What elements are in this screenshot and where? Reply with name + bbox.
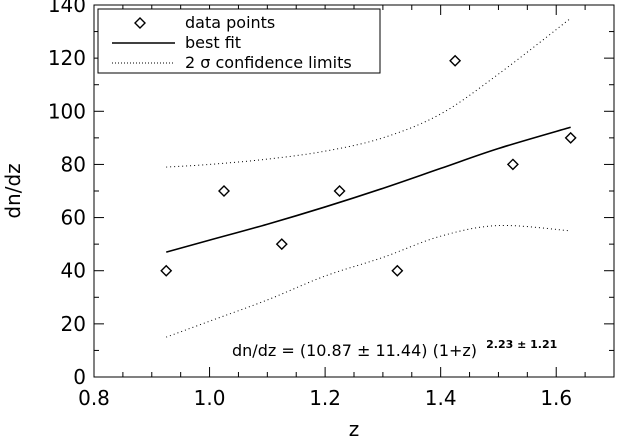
- upper-confidence-line: [166, 17, 571, 168]
- x-axis-label: z: [349, 417, 360, 439]
- axis-tick-labels: 0.8 1.0 1.2 1.4 1.6 0 20 40 60 80 100 120 140: [48, 0, 572, 410]
- legend-box: [97, 8, 381, 74]
- y-tick-label: 60: [61, 206, 86, 230]
- data-points-group: [160, 54, 577, 277]
- data-point: [506, 158, 519, 171]
- legend-diamond-marker: [134, 17, 146, 29]
- data-point: [218, 185, 230, 197]
- x-tick-label: 1.0: [194, 386, 226, 410]
- legend-label-data-points: data points: [185, 13, 275, 32]
- data-point: [449, 54, 462, 67]
- y-tick-label: 20: [61, 312, 86, 336]
- legend-label-best-fit: best fit: [185, 33, 241, 52]
- best-fit-line-group: [166, 126, 571, 253]
- fit-formula-exponent: 2.23 ± 1.21: [486, 338, 557, 351]
- data-point: [333, 185, 346, 197]
- legend: data points best fit 2 σ confidence limi…: [97, 8, 381, 74]
- y-tick-label: 40: [61, 259, 86, 283]
- y-tick-label: 0: [73, 365, 86, 389]
- y-axis-label: dn/dz: [1, 163, 25, 218]
- x-tick-label: 1.6: [540, 386, 572, 410]
- data-point: [160, 264, 173, 277]
- x-tick-label: 0.8: [78, 386, 110, 410]
- y-tick-label: 80: [61, 152, 86, 176]
- data-point: [564, 131, 577, 144]
- data-point: [391, 264, 404, 277]
- y-tick-label: 140: [48, 0, 86, 17]
- x-tick-label: 1.4: [425, 386, 457, 410]
- confidence-limit-lines: [166, 17, 571, 338]
- y-tick-label: 100: [48, 99, 86, 123]
- y-tick-label: 120: [48, 46, 86, 70]
- data-point: [275, 238, 288, 251]
- lower-confidence-line: [166, 224, 571, 338]
- legend-label-confidence: 2 σ confidence limits: [185, 53, 352, 72]
- best-fit-line: [166, 126, 571, 253]
- fit-formula: dn/dz = (10.87 ± 11.44) (1+z) 2.23 ± 1.2…: [232, 338, 557, 360]
- x-tick-label: 1.2: [309, 386, 341, 410]
- fit-formula-main: dn/dz = (10.87 ± 11.44) (1+z): [232, 341, 477, 360]
